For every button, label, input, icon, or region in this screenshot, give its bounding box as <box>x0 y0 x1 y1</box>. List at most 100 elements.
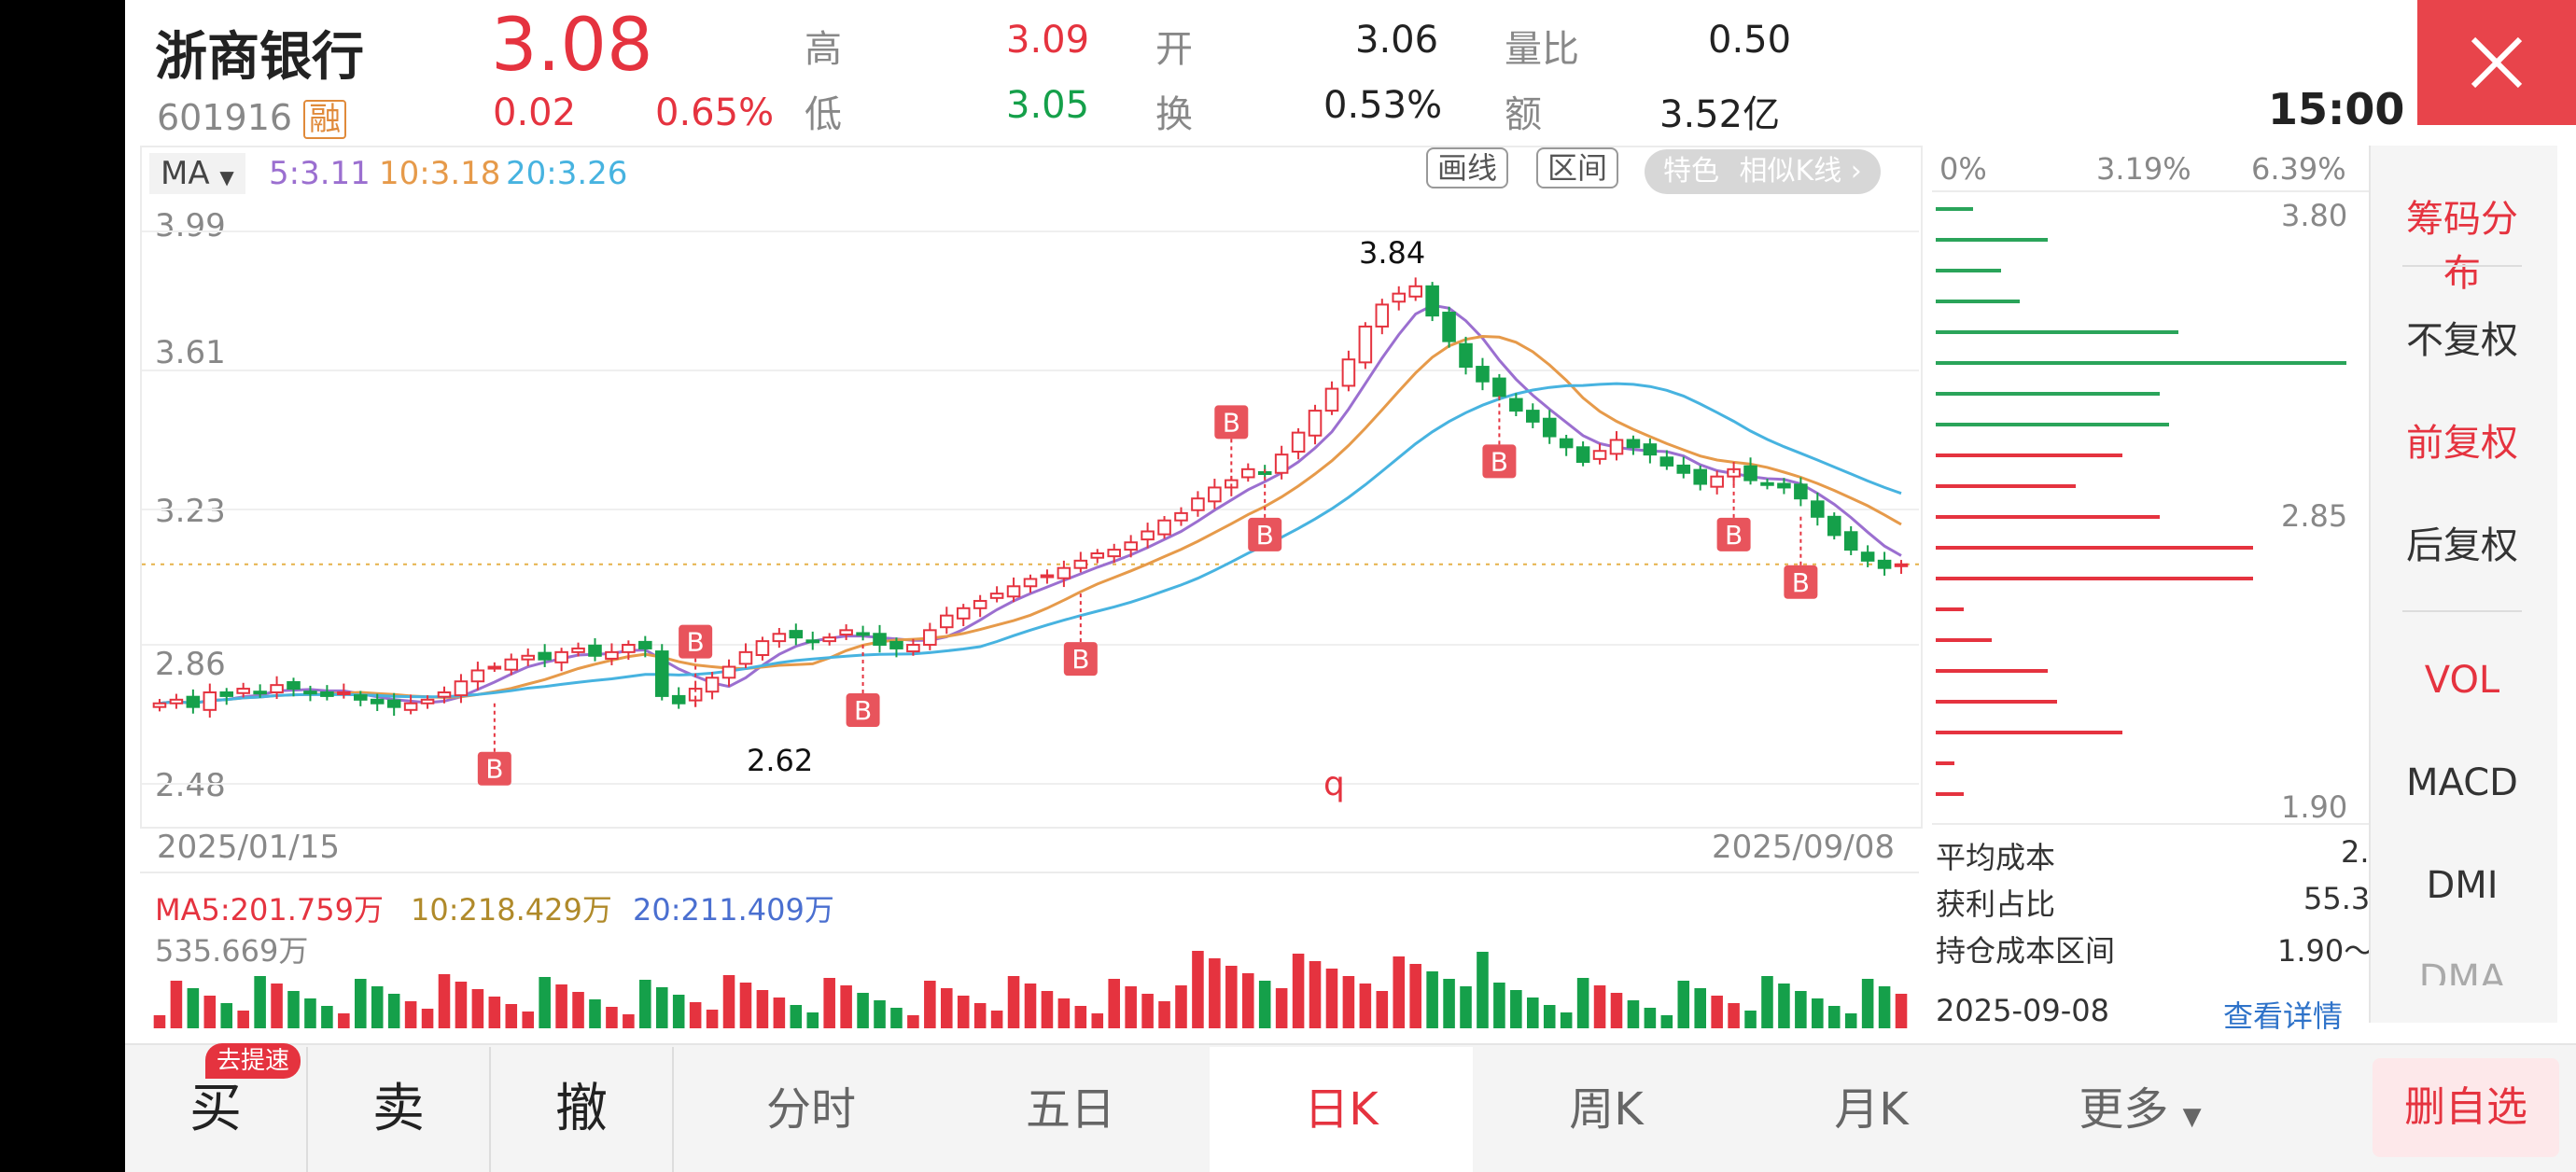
volume-bar <box>857 993 869 1028</box>
similar-kline-button[interactable]: 特色 相似K线 › <box>1645 149 1881 194</box>
sell-button[interactable]: 卖 <box>308 1047 491 1172</box>
amount-value: 3.52亿 <box>1659 93 1781 136</box>
candle <box>588 644 602 657</box>
high-marker: 3.84 <box>1359 235 1426 271</box>
volume-bar <box>1325 969 1338 1028</box>
volume-bar <box>1091 1013 1104 1028</box>
candle <box>454 680 469 697</box>
volume-bar <box>1527 998 1539 1028</box>
ma-selector[interactable]: MA ▼ <box>149 153 245 194</box>
buy-signal-badge[interactable] <box>1716 517 1751 551</box>
chip-bar <box>1936 269 2001 272</box>
buy-speed-badge[interactable]: 去提速 <box>205 1043 301 1079</box>
menu-dma[interactable]: DMA <box>2418 957 2506 985</box>
kline-chart[interactable]: B B B B B B B B B <box>142 196 1919 823</box>
buy-signal-badge[interactable] <box>846 693 880 728</box>
volume-bar <box>990 1011 1003 1028</box>
volume-bar <box>1812 998 1824 1028</box>
buy-button[interactable]: 买 <box>125 1047 308 1172</box>
range-button[interactable]: 区间 <box>1536 147 1619 188</box>
buy-signal-badge[interactable] <box>1214 405 1249 440</box>
close-button[interactable] <box>2417 0 2576 125</box>
stock-name: 浙商银行 <box>155 27 364 88</box>
chip-bar <box>1936 607 1964 611</box>
tab-monthly-k[interactable]: 月K <box>1834 1083 1909 1136</box>
buy-signal-badge[interactable] <box>1784 565 1818 599</box>
buy-signal-badge[interactable] <box>477 751 511 786</box>
cancel-order-button[interactable]: 撤 <box>491 1047 674 1172</box>
close-icon <box>2471 36 2523 89</box>
volume-ratio-label: 量比 <box>1505 28 1579 71</box>
buy-signal-badge[interactable] <box>1248 517 1282 551</box>
volume-ratio-value: 0.50 <box>1708 19 1792 62</box>
candle <box>1676 464 1691 474</box>
volume-bar <box>1376 991 1389 1028</box>
menu-chip-distribution[interactable]: 筹码分布 <box>2406 198 2518 295</box>
buy-signal-badge[interactable] <box>1063 642 1098 677</box>
candle <box>705 677 720 693</box>
price-tick-2: 3.23 <box>155 493 226 530</box>
candle <box>1659 456 1674 467</box>
candle <box>1358 325 1373 364</box>
menu-dmi[interactable]: DMI <box>2426 864 2499 907</box>
candle <box>1208 486 1222 503</box>
candle <box>1308 410 1323 437</box>
candle <box>1057 566 1071 579</box>
side-menu <box>2369 146 2557 1023</box>
volume-bar <box>1241 973 1254 1028</box>
kline-panel[interactable] <box>140 146 1923 829</box>
menu-no-adjust[interactable]: 不复权 <box>2406 319 2518 362</box>
tab-intraday[interactable]: 分时 <box>765 1083 856 1136</box>
menu-macd[interactable]: MACD <box>2406 761 2518 804</box>
volume-bar <box>1209 958 1221 1028</box>
chip-bar <box>1936 669 2048 673</box>
volume-bar <box>1844 1013 1857 1028</box>
candle <box>956 607 971 620</box>
volume-bar <box>539 977 551 1028</box>
buy-signal-text: B <box>687 627 705 658</box>
remove-watchlist-button[interactable]: 删自选 <box>2373 1058 2559 1157</box>
volume-bar <box>1677 981 1690 1028</box>
volume-bar <box>321 1006 333 1028</box>
tab-more[interactable]: 更多 ▼ <box>2005 1047 2275 1172</box>
candle <box>437 691 452 698</box>
chip-axis-0: 0% <box>1939 151 1987 187</box>
tab-daily-k[interactable]: 日K <box>1210 1047 1473 1172</box>
buy-signal-badge[interactable] <box>679 624 713 659</box>
candle <box>940 614 954 629</box>
chip-detail-link[interactable]: 查看详情 <box>2223 998 2344 1034</box>
chip-bar <box>1936 300 2020 303</box>
tab-weekly-k[interactable]: 周K <box>1569 1083 1644 1136</box>
candle <box>1408 285 1422 298</box>
volume-bar <box>153 1015 166 1028</box>
candle <box>337 691 351 695</box>
candle <box>504 658 519 671</box>
volume-bar <box>773 998 786 1028</box>
candle <box>738 650 753 665</box>
volume-chart[interactable] <box>142 924 1919 1028</box>
candle <box>805 639 820 644</box>
candle <box>1240 467 1255 479</box>
candle <box>1492 377 1506 398</box>
volume-panel[interactable] <box>140 872 1919 1030</box>
tab-five-day[interactable]: 五日 <box>1025 1083 1115 1136</box>
buy-signal-text: B <box>854 695 872 726</box>
volume-bar <box>623 1014 635 1028</box>
menu-vol[interactable]: VOL <box>2424 659 2500 702</box>
vol-ma20: 20:211.409万 <box>633 892 834 928</box>
menu-forward-adjust[interactable]: 前复权 <box>2406 422 2518 465</box>
volume-bar <box>957 996 970 1028</box>
candle <box>1626 439 1641 449</box>
volume-bar <box>1041 991 1054 1028</box>
stock-code-text: 601916 <box>157 97 293 138</box>
price-tick-3: 2.86 <box>155 646 226 683</box>
volume-bar <box>1007 976 1020 1028</box>
volume-bar <box>639 980 651 1028</box>
buy-signal-badge[interactable] <box>1482 444 1517 479</box>
app-root: 浙商银行 601916 融 3.08 0.02 0.65% 高 3.09 低 3… <box>125 0 2576 1172</box>
candle <box>320 691 334 697</box>
volume-bar <box>1460 986 1472 1028</box>
menu-backward-adjust[interactable]: 后复权 <box>2406 524 2518 567</box>
candle <box>1425 285 1439 317</box>
draw-line-button[interactable]: 画线 <box>1426 147 1509 188</box>
